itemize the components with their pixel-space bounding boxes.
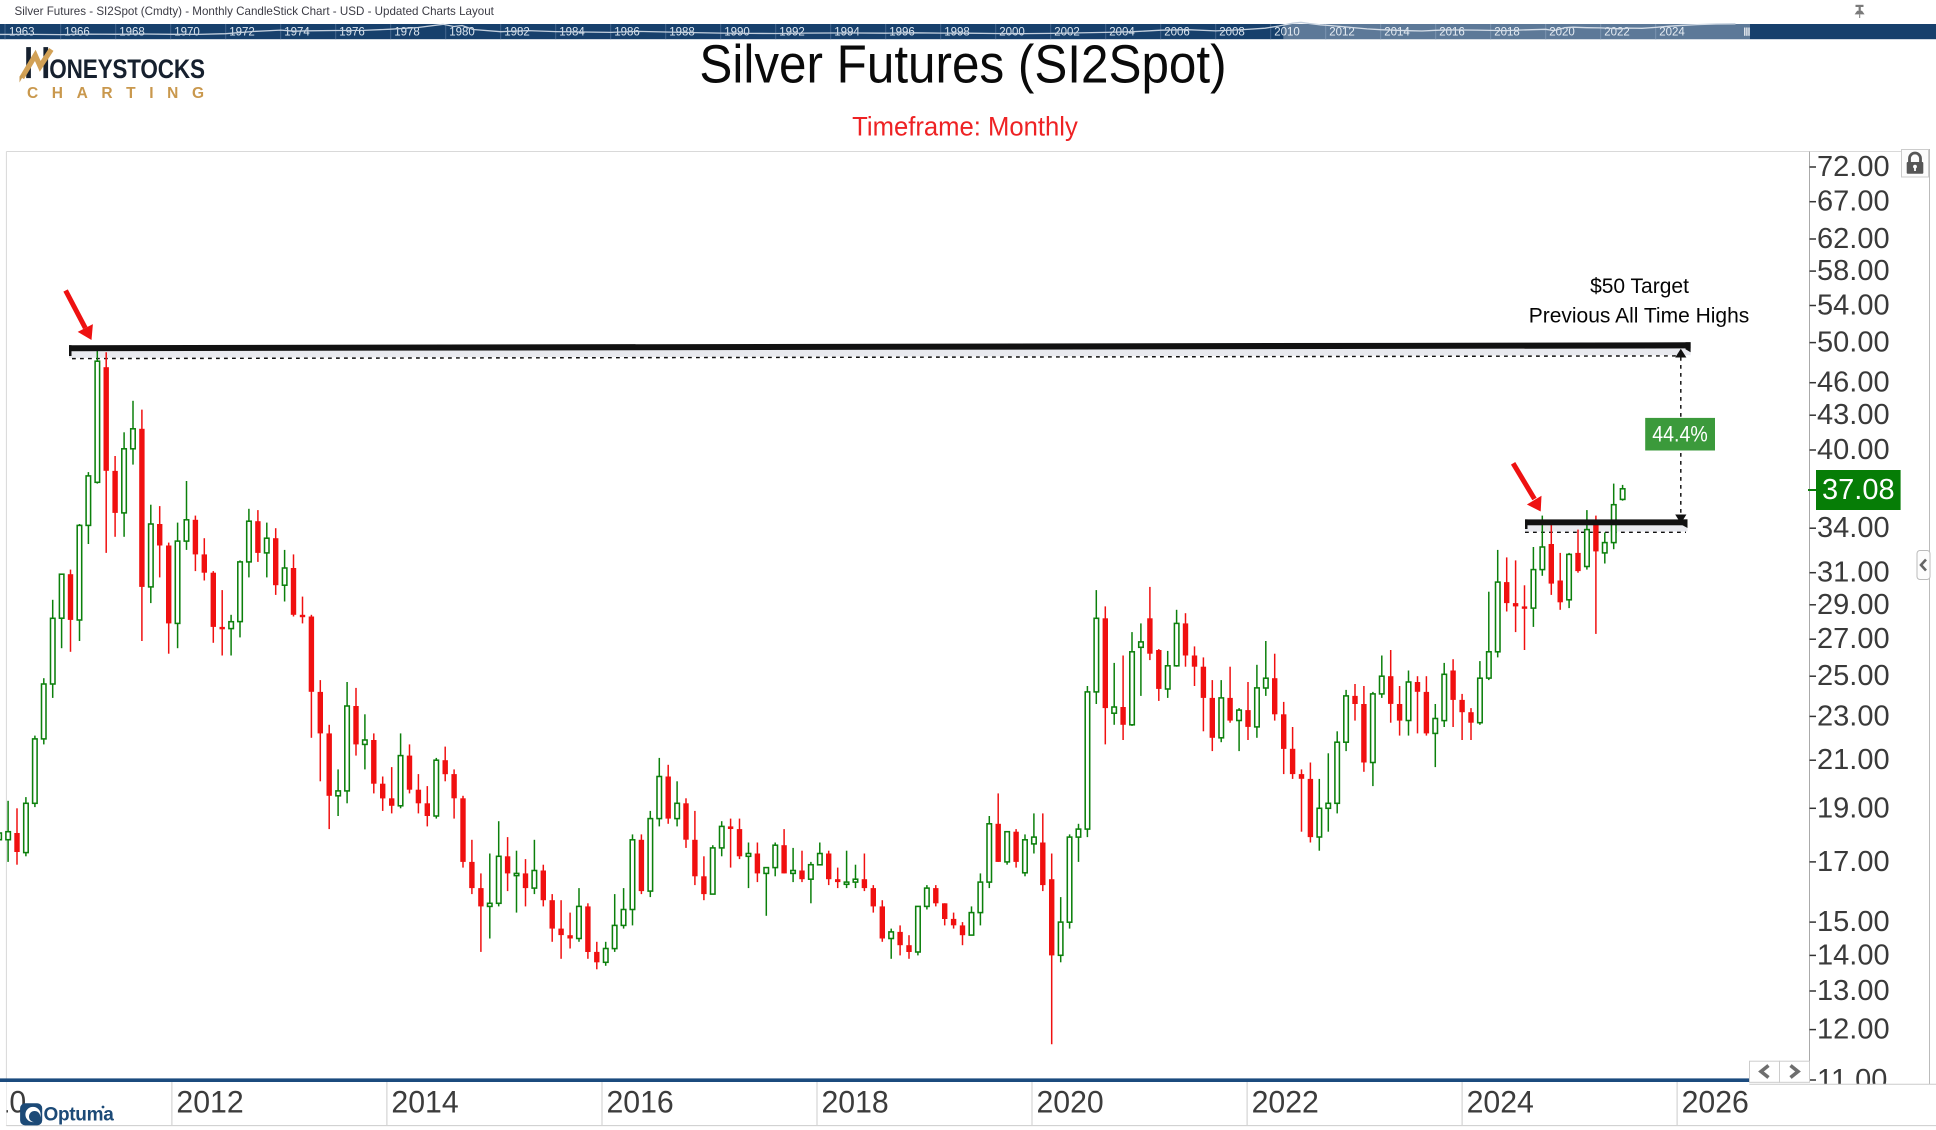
svg-text:1963: 1963 [9, 26, 35, 38]
svg-text:1982: 1982 [504, 26, 530, 38]
svg-text:21.00: 21.00 [1817, 744, 1890, 776]
svg-text:$50 Target: $50 Target [1590, 275, 1689, 298]
svg-text:72.00: 72.00 [1817, 151, 1890, 183]
svg-text:1966: 1966 [64, 26, 90, 38]
svg-text:2022: 2022 [1604, 26, 1630, 38]
svg-text:54.00: 54.00 [1817, 290, 1890, 322]
svg-text:29.00: 29.00 [1817, 589, 1890, 621]
svg-text:Silver Futures - SI2Spot (Cmdt: Silver Futures - SI2Spot (Cmdty) - Month… [15, 5, 495, 18]
svg-text:ONEYSTOCKS: ONEYSTOCKS [49, 55, 205, 84]
svg-text:2024: 2024 [1659, 26, 1685, 38]
svg-text:2014: 2014 [1384, 26, 1410, 38]
svg-text:58.00: 58.00 [1817, 255, 1890, 287]
svg-text:1976: 1976 [339, 26, 365, 38]
svg-text:2012: 2012 [1329, 26, 1355, 38]
svg-text:12.00: 12.00 [1817, 1014, 1890, 1046]
svg-text:2002: 2002 [1054, 26, 1080, 38]
svg-text:2022: 2022 [1252, 1084, 1319, 1120]
svg-text:2010: 2010 [1274, 26, 1300, 38]
svg-text:67.00: 67.00 [1817, 186, 1890, 218]
svg-text:13.00: 13.00 [1817, 975, 1890, 1007]
svg-text:46.00: 46.00 [1817, 367, 1890, 399]
svg-text:2016: 2016 [607, 1084, 674, 1120]
svg-text:1968: 1968 [119, 26, 145, 38]
svg-text:Previous All Time Highs: Previous All Time Highs [1529, 305, 1750, 328]
svg-text:23.00: 23.00 [1817, 700, 1890, 732]
svg-text:2012: 2012 [176, 1084, 243, 1120]
svg-text:1980: 1980 [449, 26, 475, 38]
svg-text:44.4%: 44.4% [1652, 422, 1707, 447]
svg-text:37.08: 37.08 [1822, 474, 1895, 506]
svg-text:Silver Futures (SI2Spot): Silver Futures (SI2Spot) [699, 34, 1226, 95]
svg-text:1996: 1996 [889, 26, 915, 38]
svg-text:15.00: 15.00 [1817, 906, 1890, 938]
svg-text:1992: 1992 [779, 26, 805, 38]
svg-text:1970: 1970 [174, 26, 200, 38]
svg-text:14.00: 14.00 [1817, 939, 1890, 971]
svg-text:31.00: 31.00 [1817, 557, 1890, 589]
svg-text:1990: 1990 [724, 26, 750, 38]
svg-text:2024: 2024 [1467, 1084, 1534, 1120]
svg-text:2014: 2014 [391, 1084, 458, 1120]
svg-text:19.00: 19.00 [1817, 792, 1890, 824]
svg-text:2020: 2020 [1549, 26, 1575, 38]
svg-text:2018: 2018 [1494, 26, 1520, 38]
svg-text:27.00: 27.00 [1817, 623, 1890, 655]
svg-text:25.00: 25.00 [1817, 660, 1890, 692]
svg-text:2000: 2000 [999, 26, 1025, 38]
svg-text:1994: 1994 [834, 26, 860, 38]
svg-text:43.00: 43.00 [1817, 399, 1890, 431]
svg-text:Optuma: Optuma [44, 1104, 115, 1125]
svg-text:34.00: 34.00 [1817, 512, 1890, 544]
svg-text:1974: 1974 [284, 26, 310, 38]
svg-text:Timeframe: Monthly: Timeframe: Monthly [852, 111, 1078, 142]
svg-text:17.00: 17.00 [1817, 846, 1890, 878]
svg-text:50.00: 50.00 [1817, 327, 1890, 359]
svg-text:CHARTING: CHARTING [27, 85, 218, 102]
svg-text:2020: 2020 [1037, 1084, 1104, 1120]
svg-text:2026: 2026 [1682, 1084, 1749, 1120]
svg-text:1978: 1978 [394, 26, 420, 38]
svg-text:2018: 2018 [822, 1084, 889, 1120]
svg-text:40.00: 40.00 [1817, 434, 1890, 466]
svg-text:1998: 1998 [944, 26, 970, 38]
svg-text:2016: 2016 [1439, 26, 1465, 38]
svg-text:62.00: 62.00 [1817, 223, 1890, 255]
